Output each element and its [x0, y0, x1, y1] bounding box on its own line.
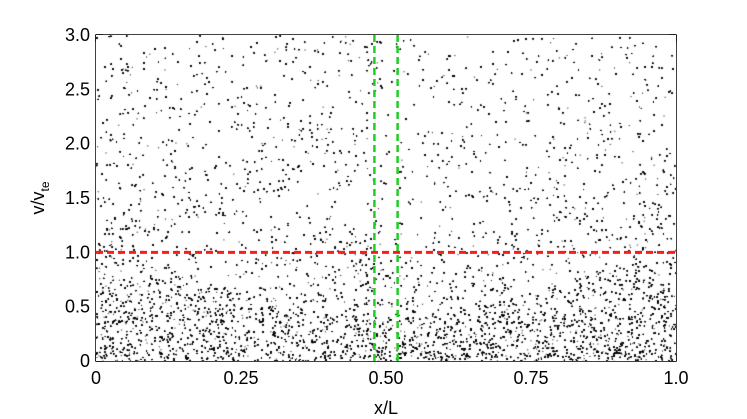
y-axis-label-main: v/v	[28, 192, 48, 215]
y-tick-label: 0.5	[65, 297, 90, 317]
y-tick-label: 1.5	[65, 188, 90, 208]
x-tick-label: 1.0	[663, 368, 688, 388]
x-axis-label: x/L	[374, 398, 398, 418]
svg-text:v/vte: v/vte	[28, 181, 52, 214]
tick-labels: 0 0.25 0.50 0.75 1.0 0 0.5 1.0 1.5 2.0 2.5 3.0	[65, 25, 689, 388]
x-tick-label: 0.75	[513, 368, 548, 388]
y-tick-label: 0	[80, 351, 90, 371]
x-tick-label: 0.25	[223, 368, 258, 388]
y-tick-label: 2.0	[65, 134, 90, 154]
particle-scatter-canvas	[96, 35, 676, 361]
y-tick-label: 3.0	[65, 25, 90, 45]
y-axis-label: v/vte	[28, 181, 52, 214]
x-tick-label: 0.50	[368, 368, 403, 388]
y-tick-label: 2.5	[65, 79, 90, 99]
y-axis-label-sub: te	[38, 181, 52, 191]
y-tick-label: 1.0	[65, 242, 90, 262]
x-tick-label: 0	[91, 368, 101, 388]
